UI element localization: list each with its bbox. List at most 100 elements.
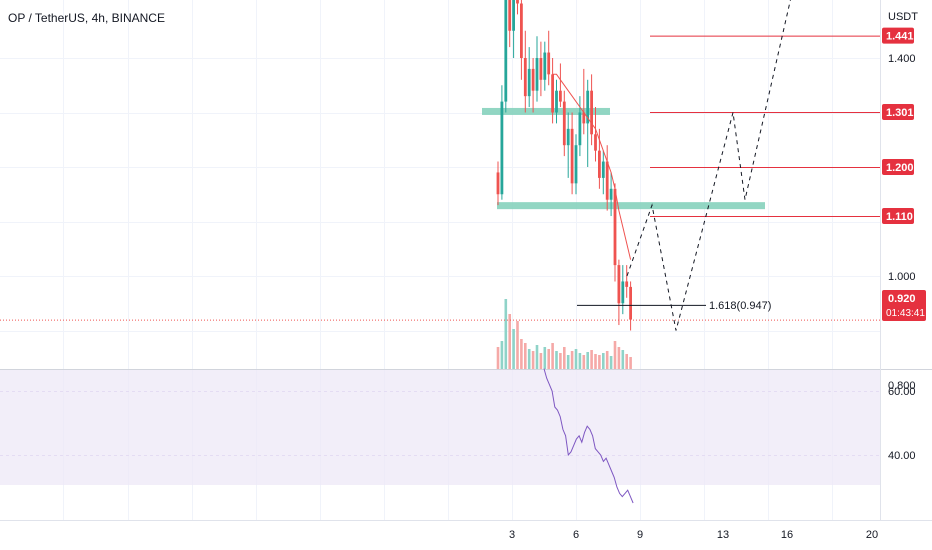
rsi-axis: 60.00 40.00 [888,386,916,462]
volume-bar [621,350,625,369]
volume-bar [625,354,628,369]
time-tick-label: 13 [717,529,729,541]
volume-bar [609,356,613,369]
level-badge-text: 1.200 [886,162,914,174]
candle[interactable] [559,63,562,108]
projection-path[interactable] [626,0,833,331]
volume-bar [527,349,531,369]
candles[interactable] [496,0,632,331]
candle[interactable] [500,85,504,200]
volume-bar [496,347,500,369]
support-zone [497,202,765,210]
candle[interactable] [578,96,582,157]
volume-bar [629,357,632,369]
candle[interactable] [582,68,586,135]
candle[interactable] [590,74,593,146]
current-price-value: 0.920 [888,293,916,305]
volume-bar [520,339,523,369]
volume-bar [590,350,593,369]
level-badge-text: 1.441 [886,31,914,43]
countdown: 01:43:41 [886,308,925,319]
volume-bar [586,352,589,369]
candle[interactable] [508,0,512,48]
level-badge-text: 1.301 [886,107,914,119]
rsi-line [543,368,634,504]
volume-bar [605,351,609,369]
candle[interactable] [516,0,519,15]
candle[interactable] [527,47,531,108]
candle[interactable] [496,161,500,206]
candle[interactable] [547,30,551,86]
candle[interactable] [551,58,554,124]
candle[interactable] [555,79,558,124]
resistance-zone [482,107,610,115]
volume-bar [508,314,511,369]
volume-bar [563,347,566,369]
candle[interactable] [617,259,621,326]
level-badge: 1.301 [882,103,914,120]
volume-bar [602,353,605,369]
candle[interactable] [562,90,566,157]
candle[interactable] [520,0,523,80]
level-badge: 1.441 [882,27,914,44]
time-axis[interactable]: 3 6 9 13 16 20 [509,529,878,541]
candle[interactable] [609,172,613,217]
candle[interactable] [594,107,597,162]
candle[interactable] [504,0,508,113]
candle[interactable] [531,58,535,113]
candle[interactable] [586,79,590,167]
candle[interactable] [625,265,629,298]
volume-bar [547,349,550,369]
volume-bar [543,347,547,369]
volume-bar [613,341,617,369]
candle[interactable] [566,112,570,178]
moving-average-line [552,73,632,260]
candle[interactable] [601,150,605,195]
volume-bar [617,347,621,369]
candle[interactable] [621,265,625,315]
volume-bar [594,354,597,369]
chart-title: OP / TetherUS, 4h, BINANCE [8,11,165,25]
candle[interactable] [629,281,632,331]
volume-bar [582,355,586,369]
volume-bar [559,353,562,369]
volume-bar [539,353,543,369]
level-badge: 1.200 [882,159,914,175]
volume-bar [500,341,504,369]
unit-label: USDT [888,11,918,23]
volume-bar [578,353,582,369]
fib-annotation[interactable]: 1.618(0.947) [577,300,771,312]
time-tick-label: 9 [637,529,643,541]
rsi-tick-label: 40.00 [888,450,916,462]
current-price-badge: 0.920 01:43:41 [882,290,926,321]
volume-bar [504,299,508,369]
level-badge: 1.110 [882,208,914,225]
price-tick-label: 0.800 [888,380,916,392]
support-zones [482,107,765,210]
candle[interactable] [574,134,578,195]
candle[interactable] [605,145,609,211]
rsi-tick-label: 60.00 [888,386,916,398]
level-lines[interactable] [650,0,880,218]
price-tick-label: 1.400 [888,53,916,65]
time-tick-label: 20 [866,529,878,541]
candle[interactable] [523,30,527,113]
candle[interactable] [535,36,539,102]
candle[interactable] [570,112,574,195]
volume-bar [566,355,570,369]
level-badge-text: 1.110 [886,211,913,223]
rsi-band [0,370,880,485]
candle[interactable] [512,0,515,58]
volume-bar [574,349,578,369]
candle[interactable] [539,41,543,97]
time-tick-label: 3 [509,529,515,541]
candle[interactable] [613,183,617,282]
volume-bar [512,329,515,369]
volume-bar [524,343,527,369]
volume-bar [535,345,539,369]
candle[interactable] [543,41,547,91]
volume-bars [496,299,632,369]
